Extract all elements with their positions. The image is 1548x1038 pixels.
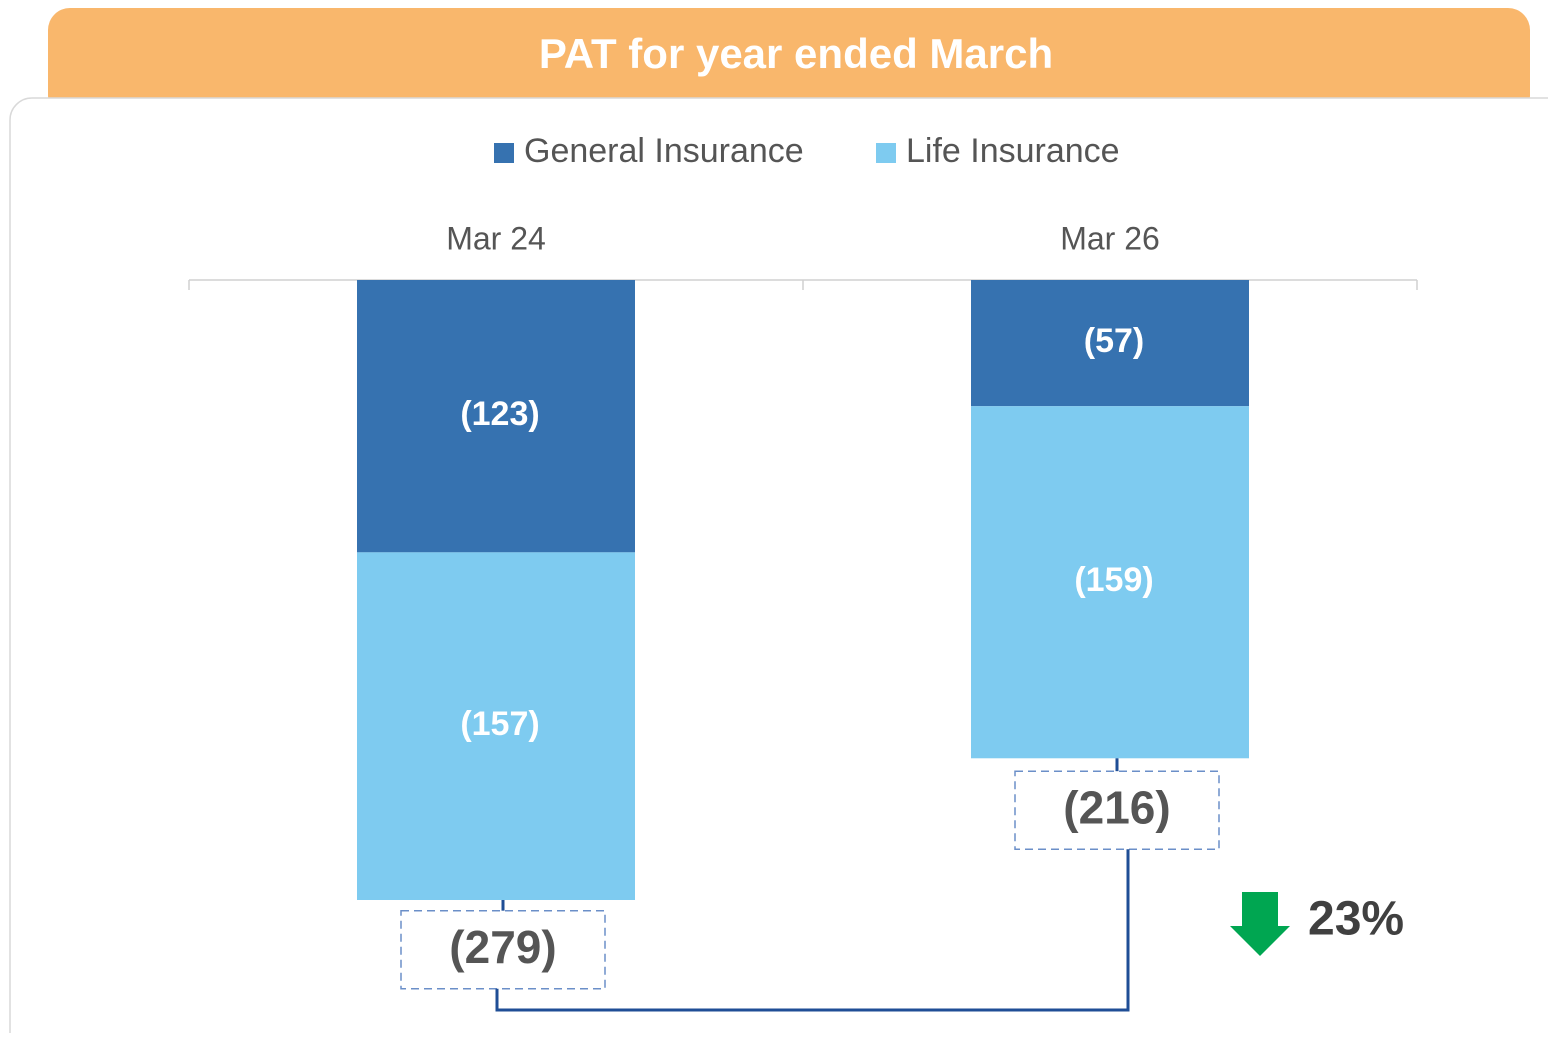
bar-segment bbox=[971, 280, 1249, 407]
legend-label: General Insurance bbox=[524, 132, 804, 170]
x-tick-label: Mar 26 bbox=[1060, 220, 1160, 256]
value-label: (159) bbox=[1074, 561, 1153, 599]
connector bbox=[495, 849, 1130, 1012]
total-label: (279) bbox=[449, 921, 556, 973]
legend-swatch bbox=[494, 143, 514, 163]
total-box bbox=[1014, 770, 1220, 851]
legend-swatch bbox=[876, 143, 896, 163]
bar-segment bbox=[357, 552, 635, 900]
change-label: 23% bbox=[1308, 893, 1404, 946]
total-box bbox=[400, 910, 606, 990]
change-arrow bbox=[1230, 892, 1290, 956]
value-label: (57) bbox=[1084, 322, 1144, 360]
value-label: (157) bbox=[460, 705, 539, 743]
x-tick-label: Mar 24 bbox=[446, 220, 546, 256]
chart-title: PAT for year ended March bbox=[539, 30, 1053, 77]
header bbox=[48, 8, 1530, 118]
legend-label: Life Insurance bbox=[906, 132, 1120, 170]
value-label: (123) bbox=[460, 395, 539, 433]
total-label: (216) bbox=[1063, 781, 1170, 833]
bar-segment bbox=[357, 280, 635, 553]
bar-segment bbox=[971, 406, 1249, 759]
